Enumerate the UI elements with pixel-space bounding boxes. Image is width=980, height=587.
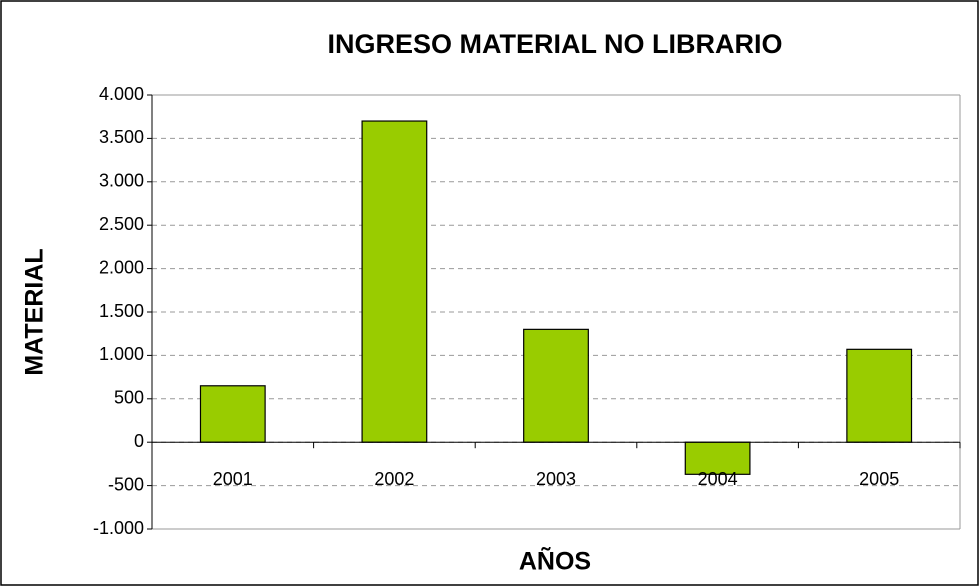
y-axis-label: MATERIAL [21,248,49,375]
y-tick-label: 3.000 [99,171,144,191]
bar [361,120,428,443]
y-tick-label: 2.000 [99,257,144,277]
bar [199,385,266,443]
y-tick-label: 500 [114,388,144,408]
x-tick-label: 2001 [213,469,253,489]
y-tick-label: -1.000 [93,518,144,538]
x-tick-label: 2003 [536,469,576,489]
bar [684,441,751,475]
y-tick-label: 4.000 [99,84,144,104]
x-tick-label: 2005 [859,469,899,489]
y-tick-label: 2.500 [99,214,144,234]
y-tick-label: 1.500 [99,301,144,321]
y-tick-label: -500 [108,474,144,494]
x-axis-label: AÑOS [519,546,591,576]
y-tick-label: 0 [134,431,144,451]
bar [846,348,913,443]
chart-title: INGRESO MATERIAL NO LIBRARIO [327,29,782,59]
y-tick-label: 1.000 [99,344,144,364]
bar [523,328,589,443]
x-tick-label: 2002 [374,469,414,489]
y-tick-label: 3.500 [99,127,144,147]
x-tick-label: 2004 [698,469,738,489]
